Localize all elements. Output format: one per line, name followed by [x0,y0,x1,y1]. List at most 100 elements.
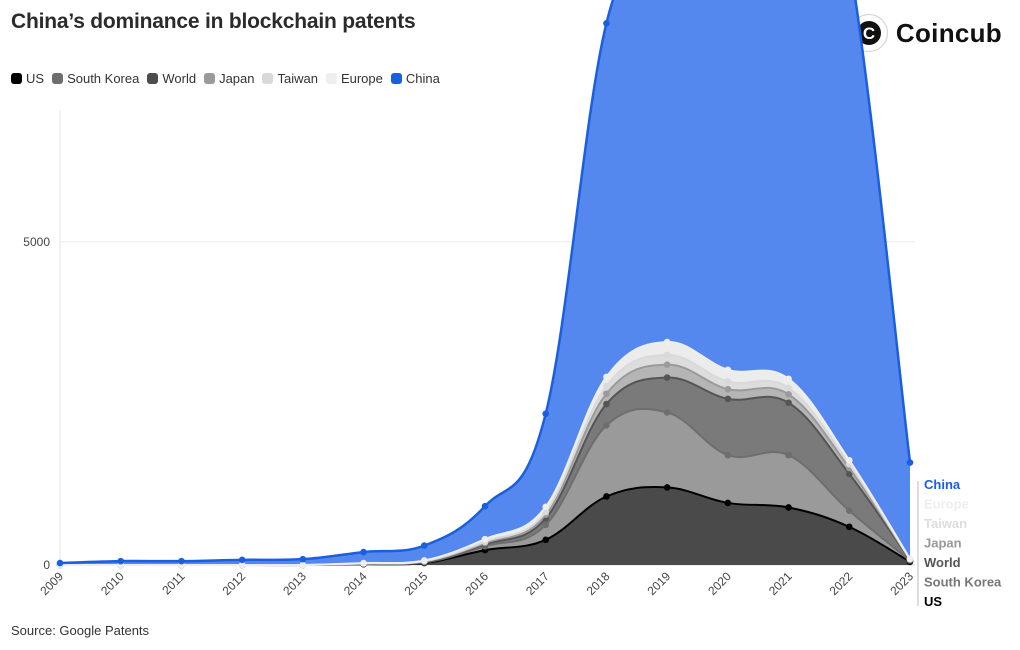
point-south-korea-2022 [845,507,853,515]
point-china-2012 [238,556,246,564]
point-europe-2021 [785,375,792,383]
point-china-2010 [117,557,125,565]
legend-label: South Korea [67,71,140,86]
end-label-china: China [924,477,961,492]
point-south-korea-2019 [663,409,671,416]
chart-legend: US South Korea World Japan Taiwan Europe China [11,71,448,86]
point-europe-2015 [420,557,428,564]
legend-item-china[interactable]: China [390,71,440,86]
point-china-2009 [56,559,64,567]
point-taiwan-2021 [785,384,792,392]
x-tick-label: 2014 [341,569,370,598]
point-world-2020 [724,395,732,403]
end-label-south-korea: South Korea [924,575,1002,590]
point-europe-2019 [663,338,671,346]
x-tick-label: 2009 [37,569,66,598]
x-tick-label: 2013 [280,569,309,598]
point-taiwan-2020 [724,378,732,385]
end-label-japan: Japan [924,536,962,551]
line-china [59,0,912,565]
y-tick-label: 5000 [23,235,50,249]
point-japan-2020 [724,385,732,393]
x-tick-label: 2021 [766,569,795,598]
point-japan-2019 [663,361,671,368]
x-tick-label: 2016 [462,569,491,598]
point-south-korea-2020 [724,451,732,459]
point-us-2020 [724,499,732,507]
point-china-2017 [542,410,550,418]
point-us-2018 [603,493,610,500]
y-tick-label: 0 [43,558,50,572]
point-taiwan-2018 [603,382,610,390]
legend-item-taiwan[interactable]: Taiwan [262,71,318,86]
x-tick-label: 2023 [887,569,916,598]
point-china-2014 [360,548,367,556]
logo-letter: C [863,24,875,43]
point-china-2016 [481,502,489,510]
point-japan-2021 [785,391,792,398]
end-label-us: US [924,594,942,609]
point-china-2018 [603,20,610,27]
point-europe-2020 [724,366,732,374]
point-europe-2013 [299,561,307,569]
legend-swatch [390,73,402,84]
x-tick-label: 2019 [644,569,673,598]
x-tick-label: 2011 [159,569,187,597]
point-china-2015 [420,542,428,549]
legend-item-europe[interactable]: Europe [325,71,383,86]
point-us-2017 [542,536,550,544]
legend-label: Taiwan [277,71,318,86]
point-world-2019 [663,374,671,381]
point-world-2021 [785,399,792,407]
x-tick-label: 2012 [219,569,248,598]
x-tick-label: 2020 [705,569,734,598]
legend-swatch [147,73,159,84]
legend-swatch [204,73,216,84]
point-europe-2017 [542,503,550,511]
legend-item-japan[interactable]: Japan [204,71,254,86]
x-tick-label: 2018 [584,569,613,598]
point-japan-2018 [603,390,610,398]
x-tick-label: 2015 [402,569,431,598]
brand-name: Coincub [895,17,1002,48]
point-china-2013 [299,555,307,563]
point-world-2018 [603,400,610,408]
point-europe-2022 [845,456,853,464]
point-europe-2018 [603,373,610,381]
point-europe-2012 [238,561,246,569]
point-china-2011 [178,557,185,565]
legend-label: Japan [219,71,255,86]
point-south-korea-2017 [542,521,550,529]
point-south-korea-2021 [785,451,792,459]
point-world-2022 [845,470,853,478]
area-us [60,487,910,566]
legend-label: World [162,71,197,86]
logo-glyph: C [856,21,881,45]
point-europe-2014 [360,559,367,567]
end-label-taiwan: Taiwan [924,516,967,531]
point-us-2022 [845,523,853,531]
chart-title: China’s dominance in blockchain patents [11,10,416,33]
x-tick-label: 2022 [827,569,856,598]
legend-item-world[interactable]: World [147,71,196,86]
legend-label: US [26,71,45,86]
point-south-korea-2018 [603,422,610,429]
legend-swatch [52,73,64,84]
legend-swatch [262,73,274,84]
legend-item-south-korea[interactable]: South Korea [52,71,139,86]
legend-swatch [11,73,22,84]
legend-item-us[interactable]: US [11,71,44,86]
x-tick-label: 2010 [98,569,127,598]
legend-label: China [405,71,440,86]
point-us-2021 [785,504,792,511]
legend-label: Europe [340,71,383,86]
point-us-2019 [663,484,671,491]
point-taiwan-2019 [663,351,671,359]
x-tick-label: 2017 [523,569,552,598]
end-label-europe: Europe [924,497,969,512]
source-note: Source: Google Patents [11,623,150,638]
point-europe-2023 [906,555,914,563]
legend-swatch [325,73,337,84]
point-europe-2016 [481,535,489,543]
